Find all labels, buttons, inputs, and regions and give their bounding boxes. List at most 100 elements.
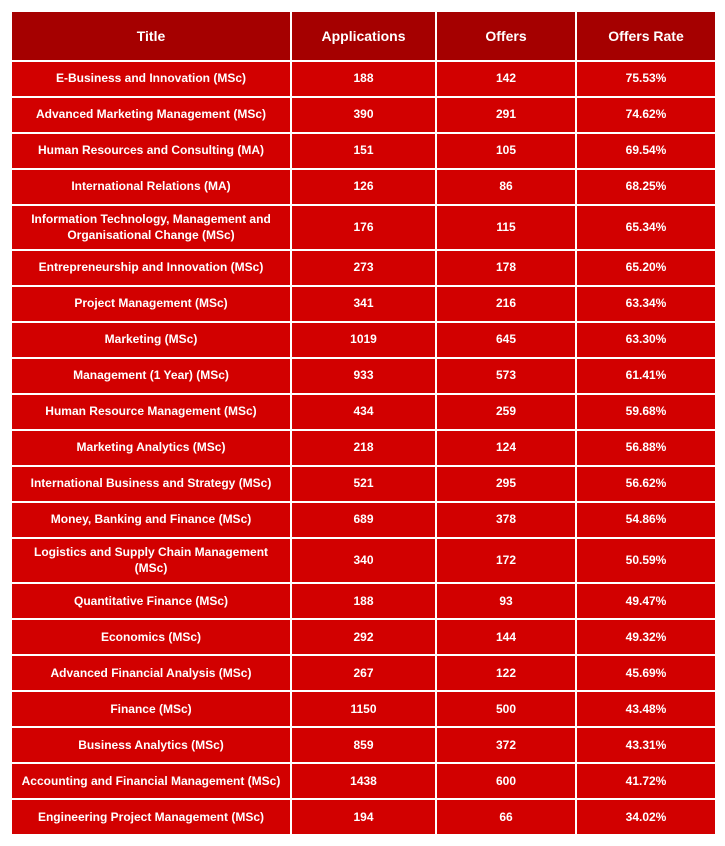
cell: Entrepreneurship and Innovation (MSc) <box>11 250 291 286</box>
cell: 1150 <box>291 691 436 727</box>
cell: 341 <box>291 286 436 322</box>
cell: 144 <box>436 619 576 655</box>
cell: 43.31% <box>576 727 716 763</box>
cell: 390 <box>291 97 436 133</box>
offers-table: TitleApplicationsOffersOffers Rate E-Bus… <box>10 10 717 836</box>
cell: 1438 <box>291 763 436 799</box>
table-row: Economics (MSc)29214449.32% <box>11 619 716 655</box>
cell: Logistics and Supply Chain Management (M… <box>11 538 291 583</box>
cell: Accounting and Financial Management (MSc… <box>11 763 291 799</box>
cell: 176 <box>291 205 436 250</box>
table-row: Logistics and Supply Chain Management (M… <box>11 538 716 583</box>
table-row: Engineering Project Management (MSc)1946… <box>11 799 716 835</box>
table-row: E-Business and Innovation (MSc)18814275.… <box>11 61 716 97</box>
cell: 122 <box>436 655 576 691</box>
table-row: Human Resources and Consulting (MA)15110… <box>11 133 716 169</box>
cell: 68.25% <box>576 169 716 205</box>
cell: 1019 <box>291 322 436 358</box>
cell: 172 <box>436 538 576 583</box>
col-header-3: Offers Rate <box>576 11 716 61</box>
cell: Marketing (MSc) <box>11 322 291 358</box>
cell: Project Management (MSc) <box>11 286 291 322</box>
cell: 65.20% <box>576 250 716 286</box>
cell: 63.34% <box>576 286 716 322</box>
cell: 41.72% <box>576 763 716 799</box>
cell: Advanced Financial Analysis (MSc) <box>11 655 291 691</box>
cell: Human Resources and Consulting (MA) <box>11 133 291 169</box>
cell: 93 <box>436 583 576 619</box>
cell: 86 <box>436 169 576 205</box>
cell: Management (1 Year) (MSc) <box>11 358 291 394</box>
cell: 291 <box>436 97 576 133</box>
cell: 521 <box>291 466 436 502</box>
cell: 45.69% <box>576 655 716 691</box>
cell: Human Resource Management (MSc) <box>11 394 291 430</box>
table-row: International Relations (MA)1268668.25% <box>11 169 716 205</box>
table-row: Human Resource Management (MSc)43425959.… <box>11 394 716 430</box>
table-row: Management (1 Year) (MSc)93357361.41% <box>11 358 716 394</box>
cell: Finance (MSc) <box>11 691 291 727</box>
cell: 50.59% <box>576 538 716 583</box>
cell: 188 <box>291 583 436 619</box>
cell: E-Business and Innovation (MSc) <box>11 61 291 97</box>
cell: 63.30% <box>576 322 716 358</box>
table-row: Quantitative Finance (MSc)1889349.47% <box>11 583 716 619</box>
cell: 49.32% <box>576 619 716 655</box>
cell: 434 <box>291 394 436 430</box>
cell: 645 <box>436 322 576 358</box>
cell: 295 <box>436 466 576 502</box>
table-row: Business Analytics (MSc)85937243.31% <box>11 727 716 763</box>
cell: Business Analytics (MSc) <box>11 727 291 763</box>
cell: 56.62% <box>576 466 716 502</box>
cell: Information Technology, Management and O… <box>11 205 291 250</box>
cell: 573 <box>436 358 576 394</box>
cell: 933 <box>291 358 436 394</box>
cell: 61.41% <box>576 358 716 394</box>
cell: Engineering Project Management (MSc) <box>11 799 291 835</box>
cell: 372 <box>436 727 576 763</box>
cell: 126 <box>291 169 436 205</box>
table-body: E-Business and Innovation (MSc)18814275.… <box>11 61 716 835</box>
cell: 74.62% <box>576 97 716 133</box>
cell: 340 <box>291 538 436 583</box>
cell: 273 <box>291 250 436 286</box>
cell: Quantitative Finance (MSc) <box>11 583 291 619</box>
table-header: TitleApplicationsOffersOffers Rate <box>11 11 716 61</box>
col-header-0: Title <box>11 11 291 61</box>
table-row: Entrepreneurship and Innovation (MSc)273… <box>11 250 716 286</box>
cell: 178 <box>436 250 576 286</box>
cell: 56.88% <box>576 430 716 466</box>
cell: 105 <box>436 133 576 169</box>
cell: 59.68% <box>576 394 716 430</box>
table-row: Advanced Financial Analysis (MSc)2671224… <box>11 655 716 691</box>
cell: Advanced Marketing Management (MSc) <box>11 97 291 133</box>
cell: 115 <box>436 205 576 250</box>
table-row: Finance (MSc)115050043.48% <box>11 691 716 727</box>
cell: 151 <box>291 133 436 169</box>
table-row: Money, Banking and Finance (MSc)68937854… <box>11 502 716 538</box>
col-header-1: Applications <box>291 11 436 61</box>
cell: 124 <box>436 430 576 466</box>
cell: Economics (MSc) <box>11 619 291 655</box>
cell: 34.02% <box>576 799 716 835</box>
cell: 188 <box>291 61 436 97</box>
cell: Money, Banking and Finance (MSc) <box>11 502 291 538</box>
table-row: Marketing Analytics (MSc)21812456.88% <box>11 430 716 466</box>
cell: 859 <box>291 727 436 763</box>
cell: International Relations (MA) <box>11 169 291 205</box>
table-row: Information Technology, Management and O… <box>11 205 716 250</box>
cell: 500 <box>436 691 576 727</box>
cell: 49.47% <box>576 583 716 619</box>
cell: International Business and Strategy (MSc… <box>11 466 291 502</box>
cell: Marketing Analytics (MSc) <box>11 430 291 466</box>
table-row: Project Management (MSc)34121663.34% <box>11 286 716 322</box>
cell: 259 <box>436 394 576 430</box>
cell: 267 <box>291 655 436 691</box>
cell: 43.48% <box>576 691 716 727</box>
cell: 65.34% <box>576 205 716 250</box>
cell: 292 <box>291 619 436 655</box>
table-row: International Business and Strategy (MSc… <box>11 466 716 502</box>
cell: 689 <box>291 502 436 538</box>
table-row: Marketing (MSc)101964563.30% <box>11 322 716 358</box>
cell: 142 <box>436 61 576 97</box>
